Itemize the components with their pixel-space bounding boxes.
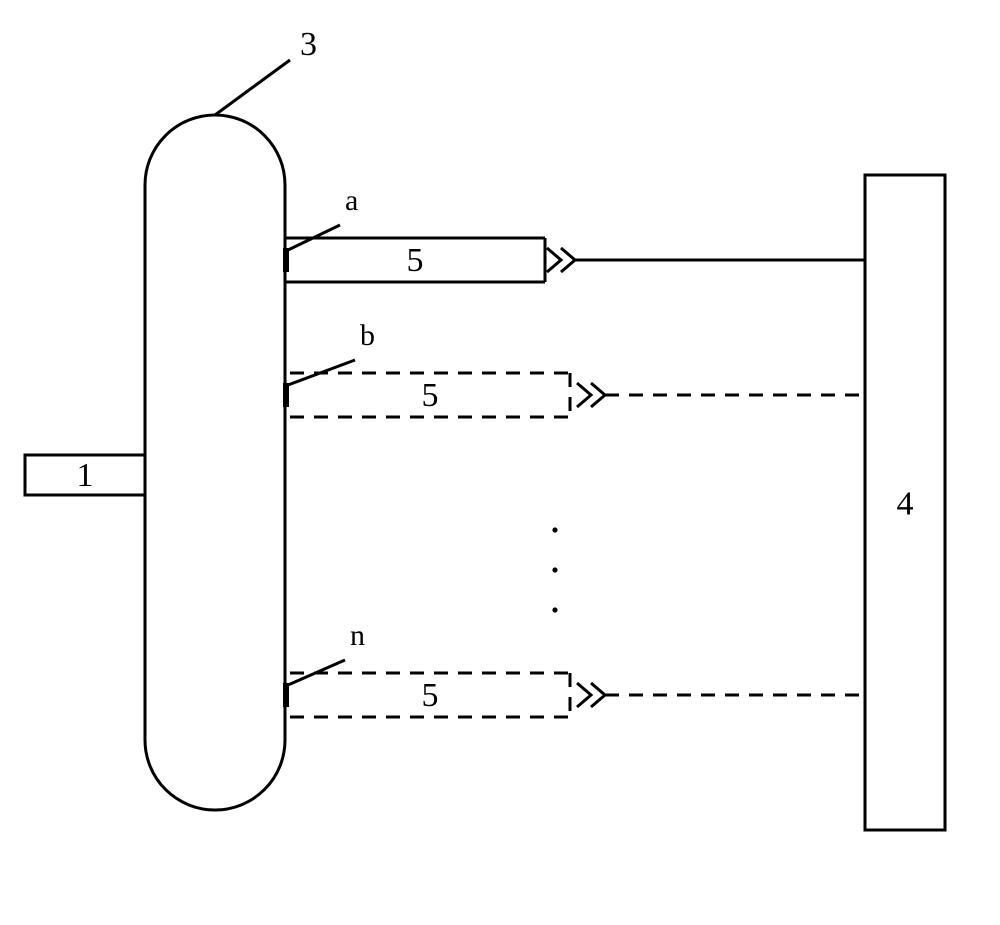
inlet-box-label: 1 xyxy=(77,457,94,494)
vdot-1 xyxy=(552,567,557,572)
arrowhead-n xyxy=(577,683,605,707)
vessel-outline xyxy=(145,115,285,810)
tube-n-label: 5 xyxy=(422,677,439,714)
vdot-0 xyxy=(552,527,557,532)
vdot-2 xyxy=(552,607,557,612)
port-stub-b xyxy=(283,383,289,407)
arrowhead-b xyxy=(577,383,605,407)
port-letter-n: n xyxy=(350,619,365,652)
port-stub-n xyxy=(283,683,289,707)
right-block-label: 4 xyxy=(897,486,914,523)
arrowhead-a xyxy=(547,248,575,272)
vessel-label-leader xyxy=(215,60,290,115)
port-letter-b: b xyxy=(360,319,375,352)
tube-b-label: 5 xyxy=(422,377,439,414)
port-stub-a xyxy=(283,248,289,272)
vessel-label: 3 xyxy=(300,26,317,63)
tube-a-label: 5 xyxy=(407,242,424,279)
port-letter-a: a xyxy=(345,184,358,217)
